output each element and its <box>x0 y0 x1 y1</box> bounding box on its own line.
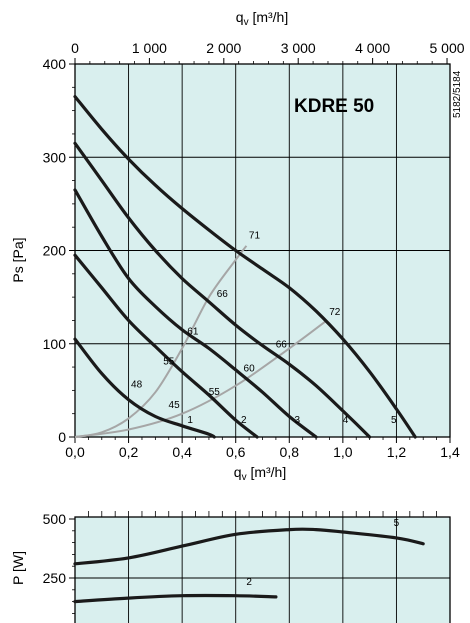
power-axis-labels: 0250500 <box>43 511 67 586</box>
curve-label: 48 <box>131 380 143 391</box>
curve-label: 66 <box>276 339 288 350</box>
curve-label: 66 <box>217 289 229 300</box>
pressure-grid <box>75 64 450 437</box>
x-tick-label: 0,2 <box>119 444 139 460</box>
chart-side-code: 5182/5184 <box>452 70 463 118</box>
x-axis-bottom-q: q <box>234 464 242 480</box>
y-tick-label: 200 <box>43 243 67 259</box>
power-annotations: 52 <box>246 518 399 588</box>
curve-label: 61 <box>187 326 199 337</box>
x-tick-label: 0,6 <box>226 444 246 460</box>
fan-curve-4 <box>73 141 372 439</box>
y-tick-label: 100 <box>43 336 67 352</box>
y-tick-label: 0 <box>58 429 66 445</box>
power-curve-2 <box>73 593 278 604</box>
x2-tick-label: 4 000 <box>355 40 390 56</box>
x2-tick-label: 2 000 <box>206 40 241 56</box>
fan-curves <box>73 95 417 439</box>
power-chart: 52 0250500 P [W] <box>10 511 451 623</box>
system-curve-1 <box>74 245 248 438</box>
fan-curve-2 <box>73 253 259 439</box>
x-tick-label: 0,0 <box>65 444 85 460</box>
curve-label: 5 <box>391 415 397 426</box>
x-tick-label: 1,0 <box>333 444 353 460</box>
x-axis-top-title: qv [m³/h] <box>236 9 288 28</box>
x-axis-top-unit: [m³/h] <box>249 9 289 25</box>
fan-curve-1 <box>73 337 216 439</box>
curve-label: 3 <box>295 415 301 426</box>
curve-label: 55 <box>163 356 175 367</box>
x-tick-label: 0,4 <box>172 444 192 460</box>
x2-tick-label: 0 <box>71 40 79 56</box>
chart-title: KDRE 50 <box>294 96 374 117</box>
curve-label: 72 <box>329 307 341 318</box>
x-axis-top-sub: v <box>244 17 249 28</box>
power-curve-5 <box>73 527 425 566</box>
power-grid <box>75 517 450 623</box>
y-tick-label: 300 <box>43 149 67 165</box>
x-tick-label: 0,8 <box>280 444 300 460</box>
fan-curve-5 <box>73 95 417 439</box>
y-tick-label: 400 <box>43 56 67 72</box>
x2-tick-label: 3 000 <box>281 40 316 56</box>
x-axis-bottom-sub: v <box>242 472 247 483</box>
x-tick-label: 1,2 <box>387 444 407 460</box>
curve-label: 45 <box>169 400 181 411</box>
curve-label: 55 <box>209 387 221 398</box>
x-tick-label: 1,4 <box>440 444 460 460</box>
power-curves <box>73 527 425 604</box>
x-axis-bottom-unit: [m³/h] <box>247 464 287 480</box>
fan-curve-3 <box>73 188 318 439</box>
power-curve-label: 2 <box>246 577 252 588</box>
power-y-axis-title: P [W] <box>10 551 26 585</box>
x-axis-bottom-title: qv [m³/h] <box>234 464 286 483</box>
curve-label: 60 <box>244 364 256 375</box>
power-y-tick-label: 500 <box>43 511 67 527</box>
x2-tick-label: 5 000 <box>430 40 465 56</box>
power-axis-ticks <box>69 511 438 614</box>
curve-label: 71 <box>249 230 261 241</box>
x2-tick-label: 1 000 <box>132 40 167 56</box>
power-curve-label: 5 <box>394 518 400 529</box>
x-axis-top-q: q <box>236 9 244 25</box>
y-axis-title: Ps [Pa] <box>10 237 26 282</box>
power-y-tick-label: 250 <box>43 570 67 586</box>
curve-label: 4 <box>343 415 349 426</box>
power-plot-area <box>74 516 451 623</box>
curve-label: 2 <box>241 415 247 426</box>
curve-label: 1 <box>187 415 193 426</box>
